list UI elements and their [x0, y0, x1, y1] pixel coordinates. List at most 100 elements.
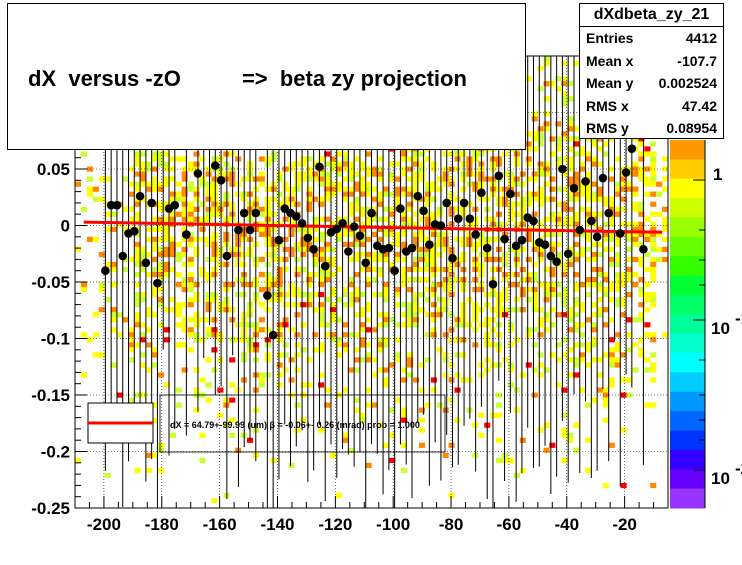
histogram-cell: [454, 317, 461, 323]
histogram-cell: [555, 241, 562, 247]
histogram-cell: [347, 332, 354, 338]
histogram-cell: [318, 317, 325, 323]
histogram-cell: [448, 181, 455, 187]
histogram-cell: [413, 317, 420, 323]
histogram-cell: [418, 246, 425, 252]
histogram-cell: [86, 166, 93, 172]
histogram-cell: [602, 417, 609, 423]
histogram-cell: [276, 297, 283, 303]
histogram-cell: [175, 191, 182, 197]
histogram-cell: [531, 241, 538, 247]
histogram-cell: [371, 206, 378, 212]
data-point: [245, 225, 255, 235]
histogram-cell: [454, 196, 461, 202]
histogram-cell: [395, 322, 402, 328]
histogram-cell: [418, 171, 425, 177]
histogram-cell: [169, 266, 176, 273]
histogram-cell: [448, 327, 455, 333]
histogram-cell: [531, 246, 538, 252]
histogram-cell: [383, 226, 390, 232]
histogram-cell: [347, 367, 354, 373]
histogram-cell: [175, 387, 182, 393]
histogram-cell: [359, 322, 366, 328]
histogram-cell: [158, 161, 165, 167]
histogram-cell: [602, 196, 609, 202]
color-scale-band: [670, 178, 705, 199]
histogram-cell: [442, 357, 449, 363]
histogram-cell: [590, 211, 597, 217]
histogram-cell: [353, 216, 360, 222]
histogram-cell: [193, 312, 200, 318]
histogram-cell: [104, 297, 111, 303]
histogram-cell: [294, 266, 301, 273]
histogram-cell: [602, 402, 609, 408]
histogram-cell: [424, 216, 431, 222]
data-point: [349, 222, 359, 231]
histogram-cell: [330, 287, 337, 293]
histogram-cell: [258, 377, 265, 383]
histogram-cell: [330, 221, 337, 227]
histogram-cell: [86, 337, 93, 343]
histogram-cell: [525, 146, 532, 152]
histogram-cell: [116, 312, 123, 318]
histogram-cell: [158, 467, 165, 473]
histogram-cell: [98, 196, 105, 202]
histogram-cell: [365, 181, 372, 187]
histogram-cell: [365, 251, 372, 258]
histogram-cell: [626, 181, 633, 187]
histogram-cell: [383, 382, 390, 388]
histogram-cell: [211, 251, 218, 258]
histogram-cell: [359, 342, 366, 348]
histogram-cell: [122, 206, 129, 212]
data-point: [540, 240, 550, 250]
histogram-cell: [650, 261, 657, 268]
histogram-cell: [217, 201, 224, 207]
histogram-cell: [650, 277, 657, 283]
histogram-cell: [537, 246, 544, 252]
data-point: [315, 162, 324, 172]
histogram-cell: [353, 241, 360, 247]
color-scale-label: 10: [711, 469, 730, 488]
histogram-cell: [318, 266, 325, 273]
histogram-cell: [211, 191, 218, 197]
histogram-cell: [579, 246, 586, 252]
stats-row-mean-x: Mean x -107.7: [580, 50, 723, 73]
histogram-cell: [573, 191, 580, 197]
histogram-cell: [140, 332, 147, 338]
histogram-cell: [632, 136, 639, 142]
histogram-cell: [359, 186, 366, 192]
histogram-cell: [146, 342, 153, 348]
histogram-cell: [608, 347, 615, 353]
histogram-cell: [306, 176, 313, 182]
histogram-cell: [424, 256, 431, 263]
histogram-cell: [193, 216, 200, 222]
histogram-cell: [187, 211, 194, 217]
histogram-cell: [650, 226, 657, 232]
histogram-cell: [407, 201, 414, 207]
histogram-cell: [383, 322, 390, 328]
histogram-cell: [347, 292, 354, 298]
histogram-cell: [371, 196, 378, 202]
histogram-cell: [590, 191, 597, 197]
fit-legend-text: dX = 64.79+-99.99 (um) β = -0.06+- 0.26 …: [170, 420, 420, 430]
histogram-cell: [596, 241, 603, 247]
histogram-cell: [341, 196, 348, 202]
histogram-cell: [341, 151, 348, 157]
histogram-cell: [276, 266, 283, 273]
histogram-cell: [401, 277, 408, 283]
histogram-cell: [175, 211, 182, 217]
histogram-cell: [442, 352, 449, 358]
histogram-cell: [537, 352, 544, 358]
stats-row-entries: Entries 4412: [580, 27, 723, 50]
histogram-cell: [650, 367, 657, 373]
histogram-cell: [353, 196, 360, 202]
histogram-cell: [650, 151, 657, 157]
histogram-cell: [638, 141, 645, 147]
histogram-cell: [134, 317, 141, 323]
histogram-cell: [590, 266, 597, 273]
histogram-cell: [80, 287, 87, 293]
histogram-cell: [152, 266, 159, 273]
histogram-cell: [561, 81, 568, 87]
histogram-cell: [140, 337, 147, 343]
histogram-cell: [620, 482, 627, 489]
